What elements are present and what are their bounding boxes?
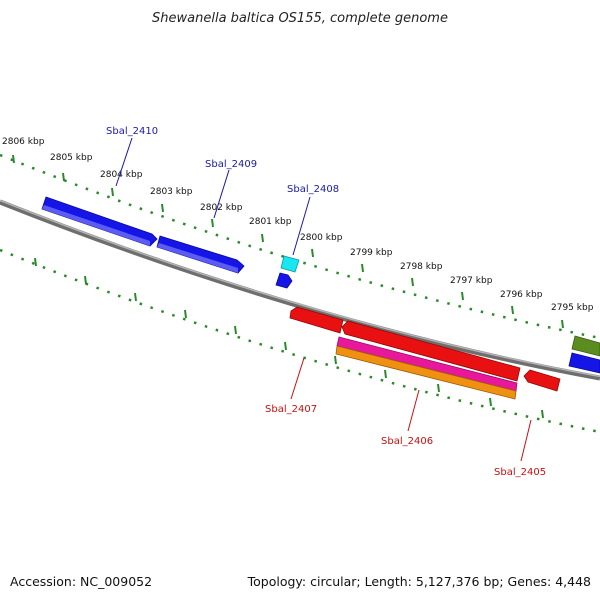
gene-sbal-2407[interactable] [289, 306, 344, 334]
gene-label-sbal-2407[interactable]: Sbal_2407 [265, 404, 317, 415]
gene-label-sbal-2406[interactable]: Sbal_2406 [381, 436, 433, 447]
ruler-label: 2796 kbp [500, 290, 543, 300]
ruler-label: 2804 kbp [100, 170, 143, 180]
ruler-label: 2802 kbp [200, 203, 243, 213]
gene-sbal-2405[interactable] [523, 369, 561, 392]
upper-ruler: 2806 kbp 2805 kbp 2804 kbp 2803 kbp 2802… [0, 137, 600, 340]
genome-backbone [0, 199, 600, 381]
ruler-label: 2801 kbp [249, 217, 292, 227]
gene-label-sbal-2409[interactable]: Sbal_2409 [205, 159, 257, 170]
gene-callouts [115, 137, 532, 462]
gene-label-sbal-2405[interactable]: Sbal_2405 [494, 467, 546, 478]
gene-sbal-2406-a[interactable] [341, 320, 521, 382]
ruler-label: 2800 kbp [300, 233, 343, 243]
reverse-genes [289, 306, 561, 400]
ruler-label: 2805 kbp [50, 153, 93, 163]
ruler-label: 2798 kbp [400, 262, 443, 272]
lower-ruler [0, 248, 600, 434]
gene-label-sbal-2410[interactable]: Sbal_2410 [106, 126, 158, 137]
forward-genes [41, 196, 600, 374]
ruler-label: 2799 kbp [350, 248, 393, 258]
ruler-label: 2797 kbp [450, 276, 493, 286]
gene-sbal-2406-c[interactable] [335, 345, 517, 400]
gene-small-blue[interactable] [275, 272, 293, 289]
gene-olive[interactable] [571, 335, 600, 357]
topology-text: Topology: circular; Length: 5,127,376 bp… [247, 574, 591, 589]
gene-blue-right[interactable] [568, 352, 600, 374]
ruler-label: 2803 kbp [150, 187, 193, 197]
accession-text: Accession: NC_009052 [10, 574, 152, 589]
genome-title: Shewanella baltica OS155, complete genom… [152, 11, 448, 26]
ruler-label: 2806 kbp [2, 137, 45, 147]
gene-label-sbal-2408[interactable]: Sbal_2408 [287, 184, 339, 195]
ruler-label: 2795 kbp [551, 303, 594, 313]
gene-sbal-2408[interactable] [280, 255, 300, 273]
